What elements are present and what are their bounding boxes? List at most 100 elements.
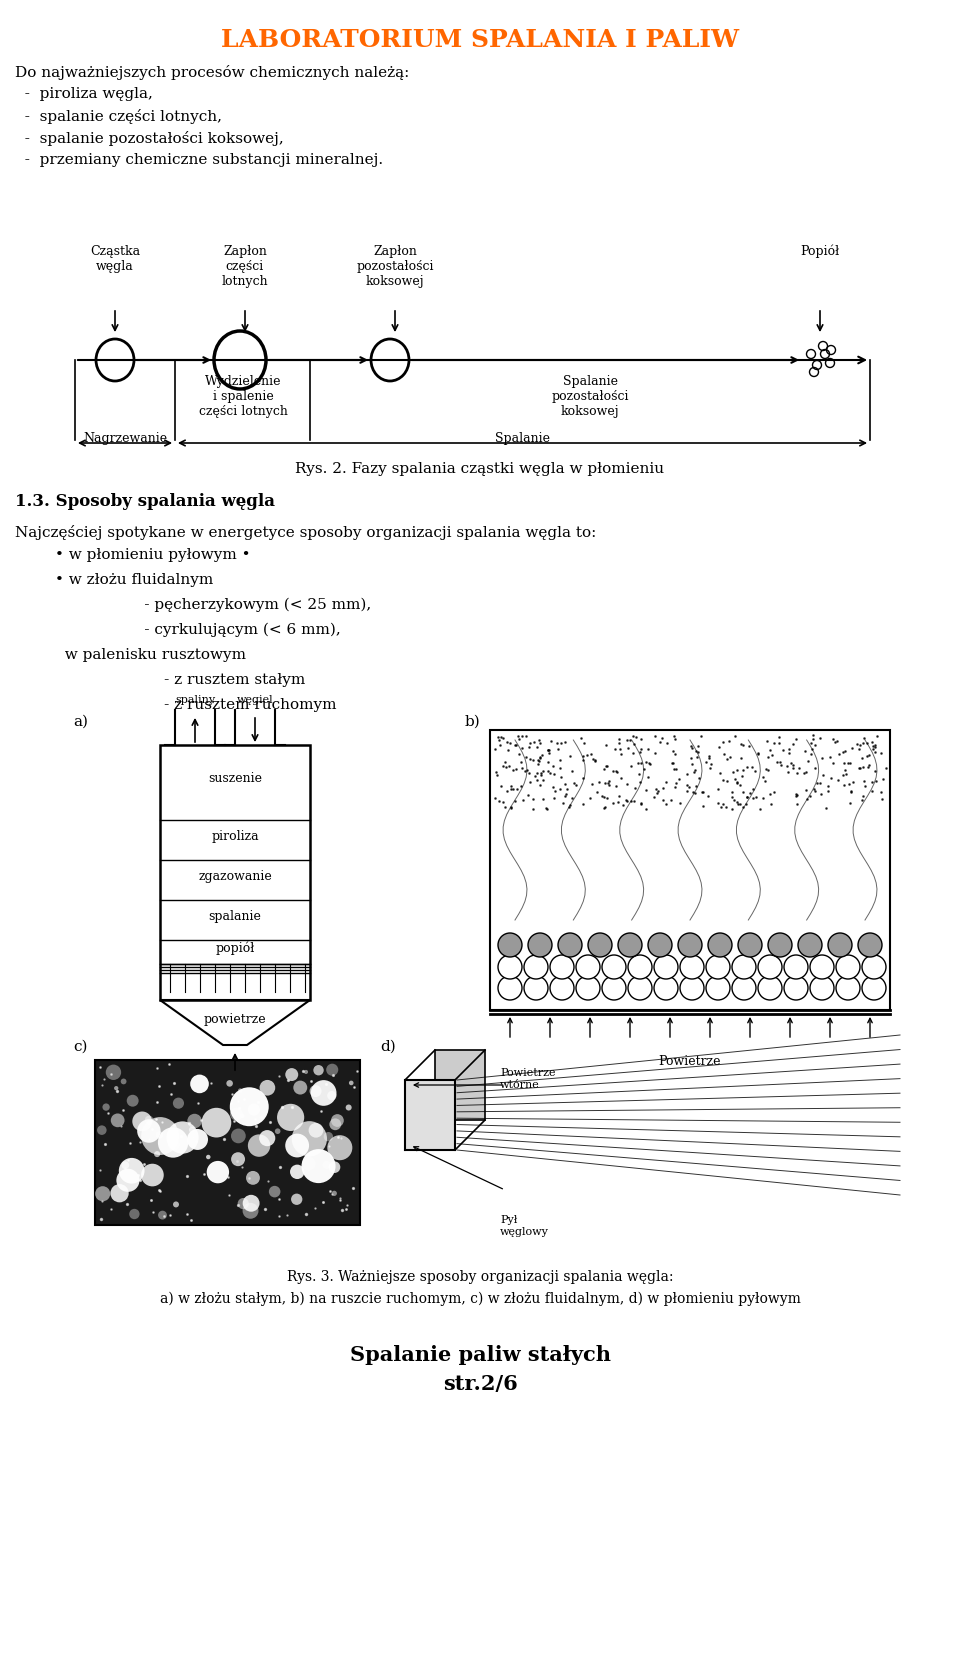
Circle shape xyxy=(784,975,808,1000)
Circle shape xyxy=(116,1169,139,1192)
Circle shape xyxy=(277,1104,304,1131)
Text: piroliza: piroliza xyxy=(211,830,259,843)
Circle shape xyxy=(187,1114,202,1129)
Circle shape xyxy=(348,1081,353,1086)
Circle shape xyxy=(158,1210,167,1220)
Text: Powietrze: Powietrze xyxy=(659,1055,721,1068)
Circle shape xyxy=(302,1157,315,1170)
Text: c): c) xyxy=(73,1040,87,1055)
Circle shape xyxy=(285,1068,299,1081)
Circle shape xyxy=(304,1069,308,1074)
Text: -  spalanie pozostałości koksowej,: - spalanie pozostałości koksowej, xyxy=(15,131,284,145)
Circle shape xyxy=(238,1198,249,1210)
Circle shape xyxy=(190,1074,209,1093)
Circle shape xyxy=(323,1160,330,1169)
Text: • w złożu fluidalnym: • w złożu fluidalnym xyxy=(55,574,213,587)
Circle shape xyxy=(327,1136,352,1160)
Text: -  piroliza węgla,: - piroliza węgla, xyxy=(15,88,153,101)
Circle shape xyxy=(290,1165,304,1179)
Circle shape xyxy=(327,1091,337,1101)
Text: -  przemiany chemiczne substancji mineralnej.: - przemiany chemiczne substancji mineral… xyxy=(15,154,383,167)
Text: - z rusztem ruchomym: - z rusztem ruchomym xyxy=(130,698,337,712)
Text: a) w złożu stałym, b) na ruszcie ruchomym, c) w złożu fluidalnym, d) w płomieniu: a) w złożu stałym, b) na ruszcie ruchomy… xyxy=(159,1293,801,1306)
Circle shape xyxy=(238,1088,242,1093)
Circle shape xyxy=(784,955,808,979)
Circle shape xyxy=(119,1157,145,1184)
Text: - cyrkulującym (< 6 mm),: - cyrkulującym (< 6 mm), xyxy=(120,623,341,638)
Text: Spalanie: Spalanie xyxy=(494,431,549,445)
Circle shape xyxy=(309,1084,322,1098)
Circle shape xyxy=(732,955,756,979)
Text: Cząstka
węgla: Cząstka węgla xyxy=(90,245,140,273)
Circle shape xyxy=(738,932,762,957)
Text: powietrze: powietrze xyxy=(204,1013,266,1027)
Circle shape xyxy=(798,932,822,957)
Circle shape xyxy=(292,1121,327,1157)
Circle shape xyxy=(648,932,672,957)
Text: - z rusztem stałym: - z rusztem stałym xyxy=(130,673,305,688)
Bar xyxy=(435,1050,485,1121)
Circle shape xyxy=(708,932,732,957)
Text: Powietrze
wtórne: Powietrze wtórne xyxy=(500,1068,556,1089)
Circle shape xyxy=(114,1086,118,1091)
Text: -  spalanie części lotnych,: - spalanie części lotnych, xyxy=(15,109,222,124)
Circle shape xyxy=(121,1078,127,1084)
Circle shape xyxy=(189,1127,195,1132)
Text: str.2/6: str.2/6 xyxy=(443,1374,517,1393)
Circle shape xyxy=(301,1149,336,1184)
Circle shape xyxy=(602,955,626,979)
Text: Rys. 2. Fazy spalania cząstki węgla w płomieniu: Rys. 2. Fazy spalania cząstki węgla w pł… xyxy=(296,461,664,476)
Text: LABORATORIUM SPALANIA I PALIW: LABORATORIUM SPALANIA I PALIW xyxy=(221,28,739,51)
Circle shape xyxy=(576,955,600,979)
Circle shape xyxy=(858,932,882,957)
Circle shape xyxy=(231,1129,246,1144)
Circle shape xyxy=(628,955,652,979)
Circle shape xyxy=(243,1203,258,1218)
Text: Pył
węglowy: Pył węglowy xyxy=(500,1215,549,1236)
Text: • w płomieniu pyłowym •: • w płomieniu pyłowym • xyxy=(55,549,251,562)
Bar xyxy=(490,731,890,1010)
Circle shape xyxy=(141,1164,164,1187)
Circle shape xyxy=(311,1079,337,1106)
Text: Najczęściej spotykane w energetyce sposoby organizacji spalania węgla to:: Najczęściej spotykane w energetyce sposo… xyxy=(15,526,596,541)
Circle shape xyxy=(324,1132,333,1141)
Text: spaliny: spaliny xyxy=(175,694,215,704)
Circle shape xyxy=(550,975,574,1000)
Text: w palenisku rusztowym: w palenisku rusztowym xyxy=(55,648,246,661)
Circle shape xyxy=(243,1195,259,1212)
Circle shape xyxy=(313,1065,324,1076)
Circle shape xyxy=(680,975,704,1000)
Circle shape xyxy=(331,1114,344,1127)
Circle shape xyxy=(328,1162,341,1174)
Circle shape xyxy=(628,975,652,1000)
Circle shape xyxy=(862,955,886,979)
Bar xyxy=(405,1079,455,1150)
Circle shape xyxy=(137,1119,160,1142)
Text: spalanie: spalanie xyxy=(208,909,261,922)
Text: Rys. 3. Ważniejsze sposoby organizacji spalania węgla:: Rys. 3. Ważniejsze sposoby organizacji s… xyxy=(287,1270,673,1284)
Circle shape xyxy=(758,955,782,979)
Text: Zapłon
części
lotnych: Zapłon części lotnych xyxy=(222,245,268,288)
Circle shape xyxy=(810,955,834,979)
Circle shape xyxy=(862,975,886,1000)
Circle shape xyxy=(173,1202,179,1207)
Circle shape xyxy=(145,1116,154,1124)
Circle shape xyxy=(248,1134,271,1157)
Circle shape xyxy=(230,1108,243,1121)
Circle shape xyxy=(308,1122,324,1137)
Circle shape xyxy=(103,1104,109,1111)
Circle shape xyxy=(291,1193,302,1205)
Text: Spalanie
pozostałości
koksowej: Spalanie pozostałości koksowej xyxy=(551,375,629,418)
Text: suszenie: suszenie xyxy=(208,772,262,785)
Circle shape xyxy=(122,1162,130,1169)
Text: - pęcherzykowym (< 25 mm),: - pęcherzykowym (< 25 mm), xyxy=(120,598,372,612)
Circle shape xyxy=(130,1208,139,1220)
Circle shape xyxy=(248,1104,260,1116)
Circle shape xyxy=(231,1152,245,1165)
Circle shape xyxy=(678,932,702,957)
Circle shape xyxy=(346,1104,351,1111)
Text: popiół: popiół xyxy=(215,941,254,954)
Text: Do najważniejszych procesów chemicznych należą:: Do najważniejszych procesów chemicznych … xyxy=(15,64,409,79)
Bar xyxy=(160,746,310,1000)
Circle shape xyxy=(654,975,678,1000)
